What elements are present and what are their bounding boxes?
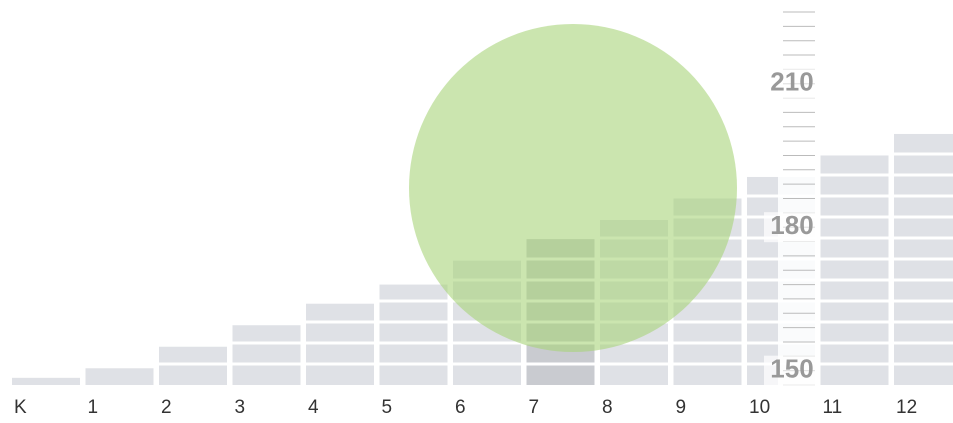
x-tick-label: 10 [749,397,770,418]
tick-label-bg [764,212,820,243]
bar [12,377,80,385]
x-tick-label: 3 [235,397,246,418]
y-tick-label: 150 [770,354,813,384]
bar [85,368,154,385]
bar [232,325,301,385]
x-tick-label: 12 [896,397,917,418]
x-tick-label: 7 [529,397,540,418]
x-tick-label: 8 [602,397,613,418]
x-tick-label: 1 [88,397,99,418]
highlight-circle [409,24,737,352]
x-tick-label: 5 [382,397,393,418]
x-tick-label: 2 [161,397,172,418]
x-tick-label: 9 [676,397,687,418]
y-tick-label: 180 [770,210,813,240]
tick-label-bg [764,68,820,99]
bar [820,155,889,385]
x-tick-label: 4 [308,397,319,418]
x-tick-label: K [14,397,27,418]
x-tick-label: 11 [823,397,843,418]
bar [159,346,227,385]
x-tick-label: 6 [455,397,466,418]
y-tick-label: 210 [770,67,813,97]
tick-label-bg [764,355,820,386]
